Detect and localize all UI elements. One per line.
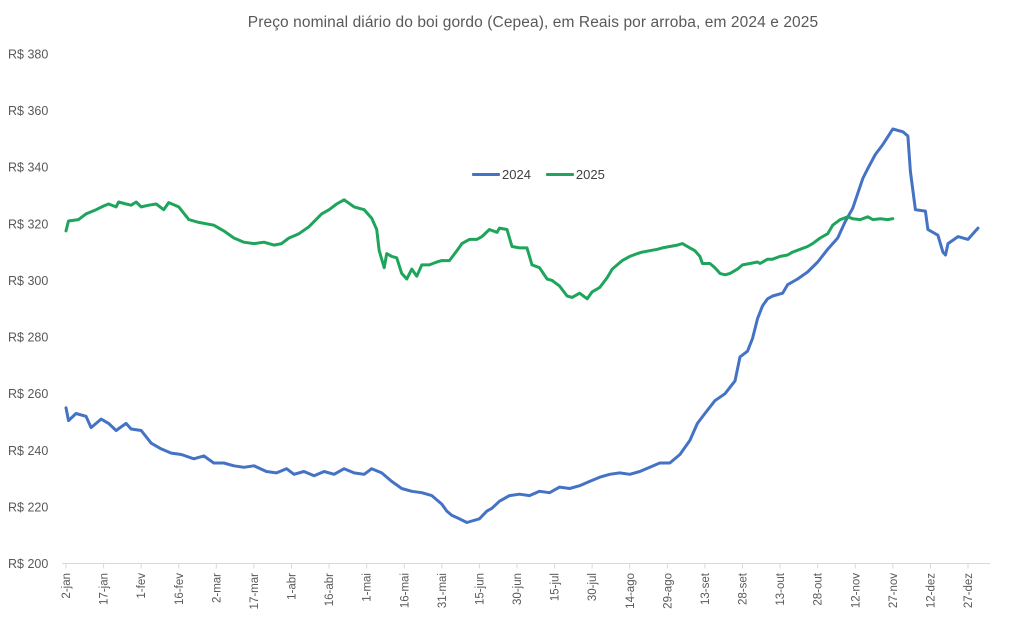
x-axis-label: 31-mai xyxy=(437,573,449,608)
y-axis-label: R$ 240 xyxy=(8,444,48,458)
x-axis-label: 30-jun xyxy=(512,573,524,605)
x-axis-label: 12-nov xyxy=(850,573,862,608)
x-axis-label: 28-set xyxy=(738,572,750,605)
x-axis-label: 1-fev xyxy=(136,573,148,599)
y-axis-label: R$ 300 xyxy=(8,274,48,288)
legend-label-2024: 2024 xyxy=(502,167,531,182)
y-axis-label: R$ 380 xyxy=(8,48,48,62)
x-axis-label: 2-jan xyxy=(61,573,73,599)
legend-label-2025: 2025 xyxy=(575,167,605,182)
x-axis-label: 16-abr xyxy=(324,573,336,606)
legend-item-2024: 2024 xyxy=(472,167,531,182)
x-axis-label: 2-mar xyxy=(211,573,223,603)
y-axis-label: R$ 260 xyxy=(8,387,48,401)
x-axis-label: 27-nov xyxy=(888,573,900,608)
legend-item-2025: 2025 xyxy=(545,167,605,182)
chart-title: Preço nominal diário do boi gordo (Cepea… xyxy=(247,14,819,31)
legend-swatch-2025 xyxy=(545,173,574,176)
x-axis-label: 17-mar xyxy=(249,573,261,610)
x-axis-label: 1-mai xyxy=(362,573,374,602)
x-axis-label: 13-set xyxy=(700,572,712,605)
x-axis-label: 15-jun xyxy=(474,573,486,605)
x-axis-label: 1-abr xyxy=(287,573,299,600)
series-line-2025 xyxy=(64,198,895,301)
x-axis-label: 16-fev xyxy=(174,573,186,605)
series-line-2024 xyxy=(64,127,980,524)
y-axis-label: R$ 340 xyxy=(8,161,48,175)
y-axis-label: R$ 280 xyxy=(8,331,48,345)
legend-swatch-2024 xyxy=(472,173,500,176)
x-axis-label: 30-jul xyxy=(587,573,599,601)
x-axis-label: 15-jul xyxy=(550,573,562,601)
x-axis-label: 28-out xyxy=(813,572,825,605)
x-axis-label: 17-jan xyxy=(99,573,111,605)
y-axis-label: R$ 320 xyxy=(8,217,48,231)
chart-legend: 2024 2025 xyxy=(472,167,605,182)
x-axis-label: 12-dez xyxy=(925,573,937,608)
x-axis-label: 14-ago xyxy=(625,573,637,609)
y-axis-label: R$ 360 xyxy=(8,104,48,118)
x-axis-label: 13-out xyxy=(775,572,787,605)
x-axis-label: 27-dez xyxy=(963,573,975,608)
y-axis-label: R$ 220 xyxy=(8,500,48,514)
x-axis-label: 29-ago xyxy=(662,573,674,609)
y-axis-label: R$ 200 xyxy=(8,557,48,571)
x-axis-label: 16-mai xyxy=(399,573,411,608)
